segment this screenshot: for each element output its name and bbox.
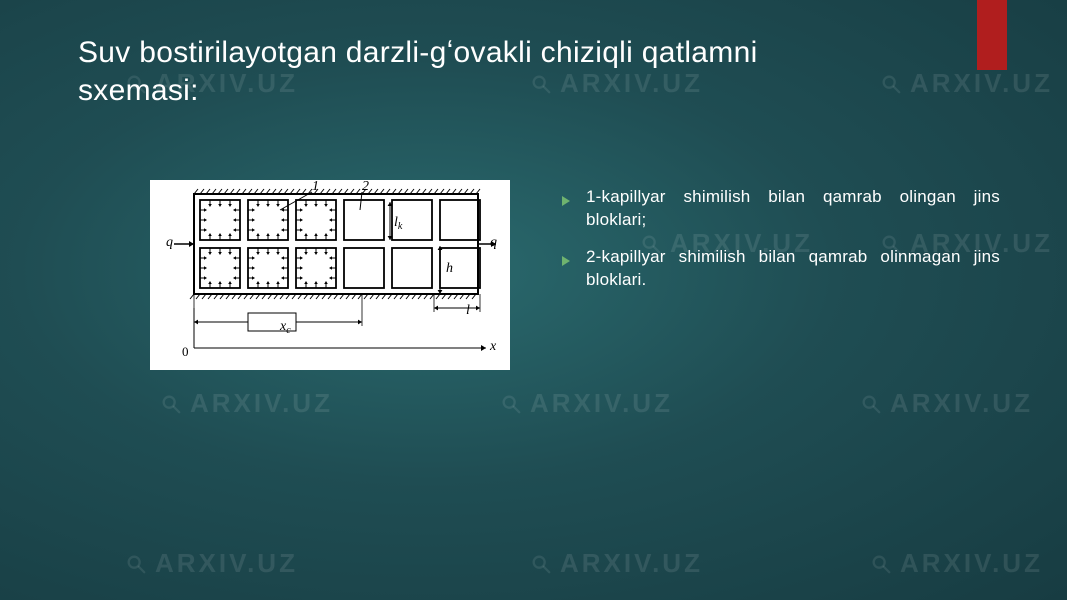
bullet-text: 2-kapillyar shimilish bilan qamrab olinm… (586, 246, 1000, 292)
bullet-text: 1-kapillyar shimilish bilan qamrab oling… (586, 186, 1000, 232)
watermark: ARXIV.UZ (160, 388, 333, 419)
svg-text:q: q (490, 235, 497, 250)
accent-bar (977, 0, 1007, 70)
svg-text:l: l (466, 303, 470, 318)
svg-text:0: 0 (182, 344, 189, 359)
bullet-marker-icon (560, 252, 572, 272)
svg-text:h: h (446, 261, 453, 276)
diagram: 12qqlkhlxc0x (150, 180, 510, 370)
watermark: ARXIV.UZ (860, 388, 1033, 419)
svg-text:lk: lk (394, 215, 403, 232)
watermark: ARXIV.UZ (870, 548, 1043, 579)
svg-text:2: 2 (362, 180, 369, 194)
svg-text:x: x (489, 339, 497, 354)
watermark: ARXIV.UZ (125, 548, 298, 579)
watermark: ARXIV.UZ (530, 548, 703, 579)
page-title: Suv bostirilayotgan darzli-gʻovakli chiz… (78, 34, 778, 109)
bullet-marker-icon (560, 192, 572, 212)
bullet-list: 1-kapillyar shimilish bilan qamrab oling… (560, 186, 1000, 306)
svg-text:q: q (166, 235, 173, 250)
list-item: 1-kapillyar shimilish bilan qamrab oling… (560, 186, 1000, 232)
svg-text:1: 1 (312, 180, 319, 194)
watermark: ARXIV.UZ (880, 68, 1053, 99)
list-item: 2-kapillyar shimilish bilan qamrab olinm… (560, 246, 1000, 292)
watermark: ARXIV.UZ (500, 388, 673, 419)
